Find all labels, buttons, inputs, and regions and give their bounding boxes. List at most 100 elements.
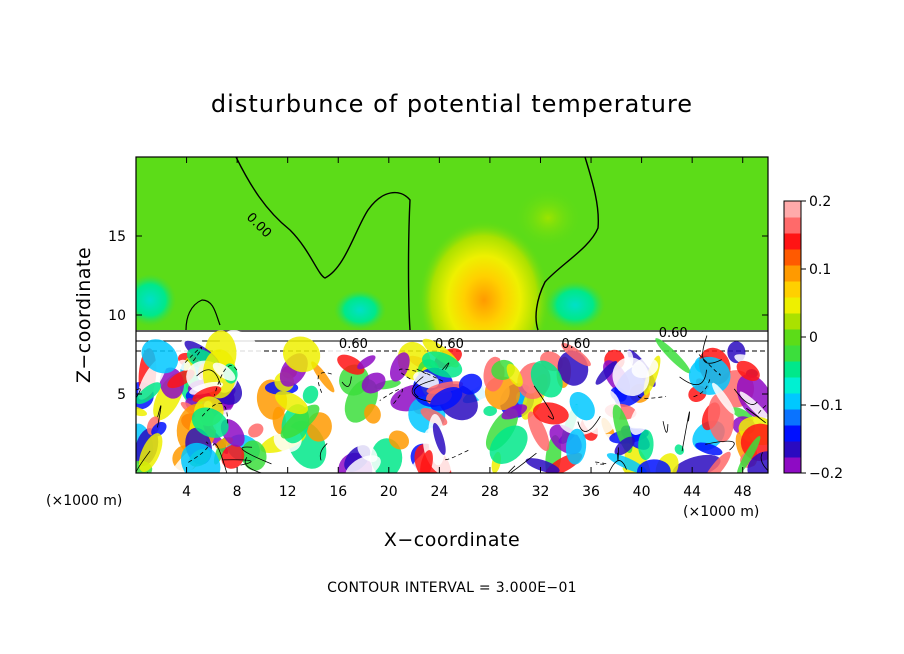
turbulence-cell	[180, 442, 221, 473]
contour-interval-note: CONTOUR INTERVAL = 3.000E−01	[327, 580, 577, 596]
turbulence-contour	[702, 335, 722, 364]
turbulence-cell	[674, 444, 685, 455]
turbulence-cell	[565, 428, 587, 465]
colorbar-segment	[784, 329, 801, 346]
turbulence-cell	[357, 355, 376, 370]
colorbar-ticks: 0.2 0.1 0 −0.1 −0.2	[801, 194, 843, 482]
turbulence-contour	[595, 461, 607, 465]
turbulence-cell	[636, 459, 671, 473]
right-contour	[535, 157, 600, 331]
x-tick-label: 24	[430, 484, 448, 500]
turbulence-contour	[705, 440, 735, 451]
colorbar-segment	[784, 457, 801, 474]
turbulence-cell	[361, 372, 386, 394]
turbulence-cell	[455, 442, 466, 473]
turbulence-contour	[617, 447, 620, 461]
y-axis-label: Z−coordinate	[73, 247, 95, 383]
turbulence-cell	[561, 342, 591, 367]
turbulence-cell	[595, 361, 618, 385]
colorbar-tick-label: −0.2	[809, 466, 843, 482]
turbulence-contour	[608, 460, 627, 473]
turbulence-cell	[302, 385, 319, 404]
turbulence-cell	[747, 451, 768, 473]
x-tick-label: 36	[582, 484, 600, 500]
colorbar-tick-label: 0.2	[809, 194, 831, 210]
turbulence-cell	[638, 429, 654, 461]
turbulence-cell	[569, 392, 595, 421]
turbulence-contour	[157, 405, 162, 428]
colorbar-tick-label: −0.1	[809, 398, 843, 414]
turbulence-contour	[679, 369, 707, 385]
y-tick-label: 10	[108, 308, 126, 324]
colorbar-segment	[784, 393, 801, 410]
colorbar-segment	[784, 441, 801, 458]
turbulence-cell	[614, 436, 635, 456]
colorbar-tick-label: 0.1	[809, 262, 831, 278]
x-tick-label: 40	[633, 484, 651, 500]
contour-label: 0.60	[659, 326, 688, 341]
zero-contour	[235, 157, 411, 331]
turbulence-contour	[746, 408, 766, 424]
turbulence-cell	[275, 391, 309, 415]
turbulence-contour	[733, 388, 758, 405]
turbulence-cell	[248, 423, 264, 438]
turbulence-cell	[712, 382, 735, 415]
x-tick-label: 32	[532, 484, 550, 500]
turbulence-cell	[138, 433, 163, 472]
colorbar-segment	[784, 265, 801, 282]
turbulence-cell	[432, 422, 446, 455]
turbulence-cell	[192, 386, 222, 402]
cool-anomaly-right	[545, 281, 605, 329]
contour-label: 0.60	[339, 337, 368, 352]
turbulence-cell	[734, 354, 767, 370]
turbulence-contour	[681, 411, 690, 452]
turbulence-cell	[280, 404, 320, 439]
turbulence-cell	[629, 401, 653, 436]
cool-anomaly-left	[136, 274, 176, 326]
turbulence-cell	[532, 402, 569, 425]
colorbar-segment	[784, 361, 801, 378]
turbulence-cell	[739, 391, 768, 425]
turbulence-cell	[489, 425, 528, 464]
turbulence-contour	[638, 395, 667, 399]
colorbar-segment	[784, 425, 801, 442]
turbulent-layer	[136, 330, 768, 473]
turbulence-cell	[388, 430, 410, 450]
turbulence-contour	[319, 443, 328, 461]
turbulence-cell	[458, 373, 483, 395]
turbulence-contour	[188, 441, 209, 463]
turbulence-contour	[222, 459, 252, 466]
colorbar-segment	[784, 313, 801, 330]
y-ticks: 5 10 15	[108, 229, 768, 403]
chart-title: disturbunce of potential temperature	[211, 90, 693, 118]
turbulence-cell	[422, 351, 463, 378]
colorbar-segment	[784, 281, 801, 298]
x-tick-label: 4	[182, 484, 191, 500]
colorbar	[783, 200, 802, 474]
turbulence-cell	[655, 338, 691, 374]
turbulence-cell	[151, 421, 167, 437]
colorbar-segment	[784, 233, 801, 250]
turbulence-contour	[695, 350, 721, 376]
cool-anomaly-mid	[334, 290, 386, 330]
turbulence-cell	[342, 415, 379, 449]
turbulence-contour	[379, 388, 403, 405]
turbulence-cell	[695, 442, 723, 456]
colorbar-segment	[784, 217, 801, 234]
plot-area	[136, 157, 768, 473]
turbulence-cell	[426, 381, 464, 394]
turbulence-contour	[416, 368, 445, 382]
x-tick-label: 20	[380, 484, 398, 500]
x-unit-right: (×1000 m)	[683, 504, 759, 520]
turbulence-contour	[411, 376, 431, 403]
turbulence-contour	[341, 376, 352, 387]
turbulence-contour	[760, 452, 768, 472]
turbulence-contour	[577, 415, 601, 432]
contour-label: 0.60	[561, 337, 590, 352]
turbulence-contour	[662, 421, 669, 433]
turbulence-contour	[136, 450, 151, 473]
turbulence-cell	[688, 356, 731, 395]
turbulence-cell	[736, 360, 760, 382]
colorbar-segment	[784, 201, 801, 218]
turbulence-contour	[241, 446, 272, 465]
